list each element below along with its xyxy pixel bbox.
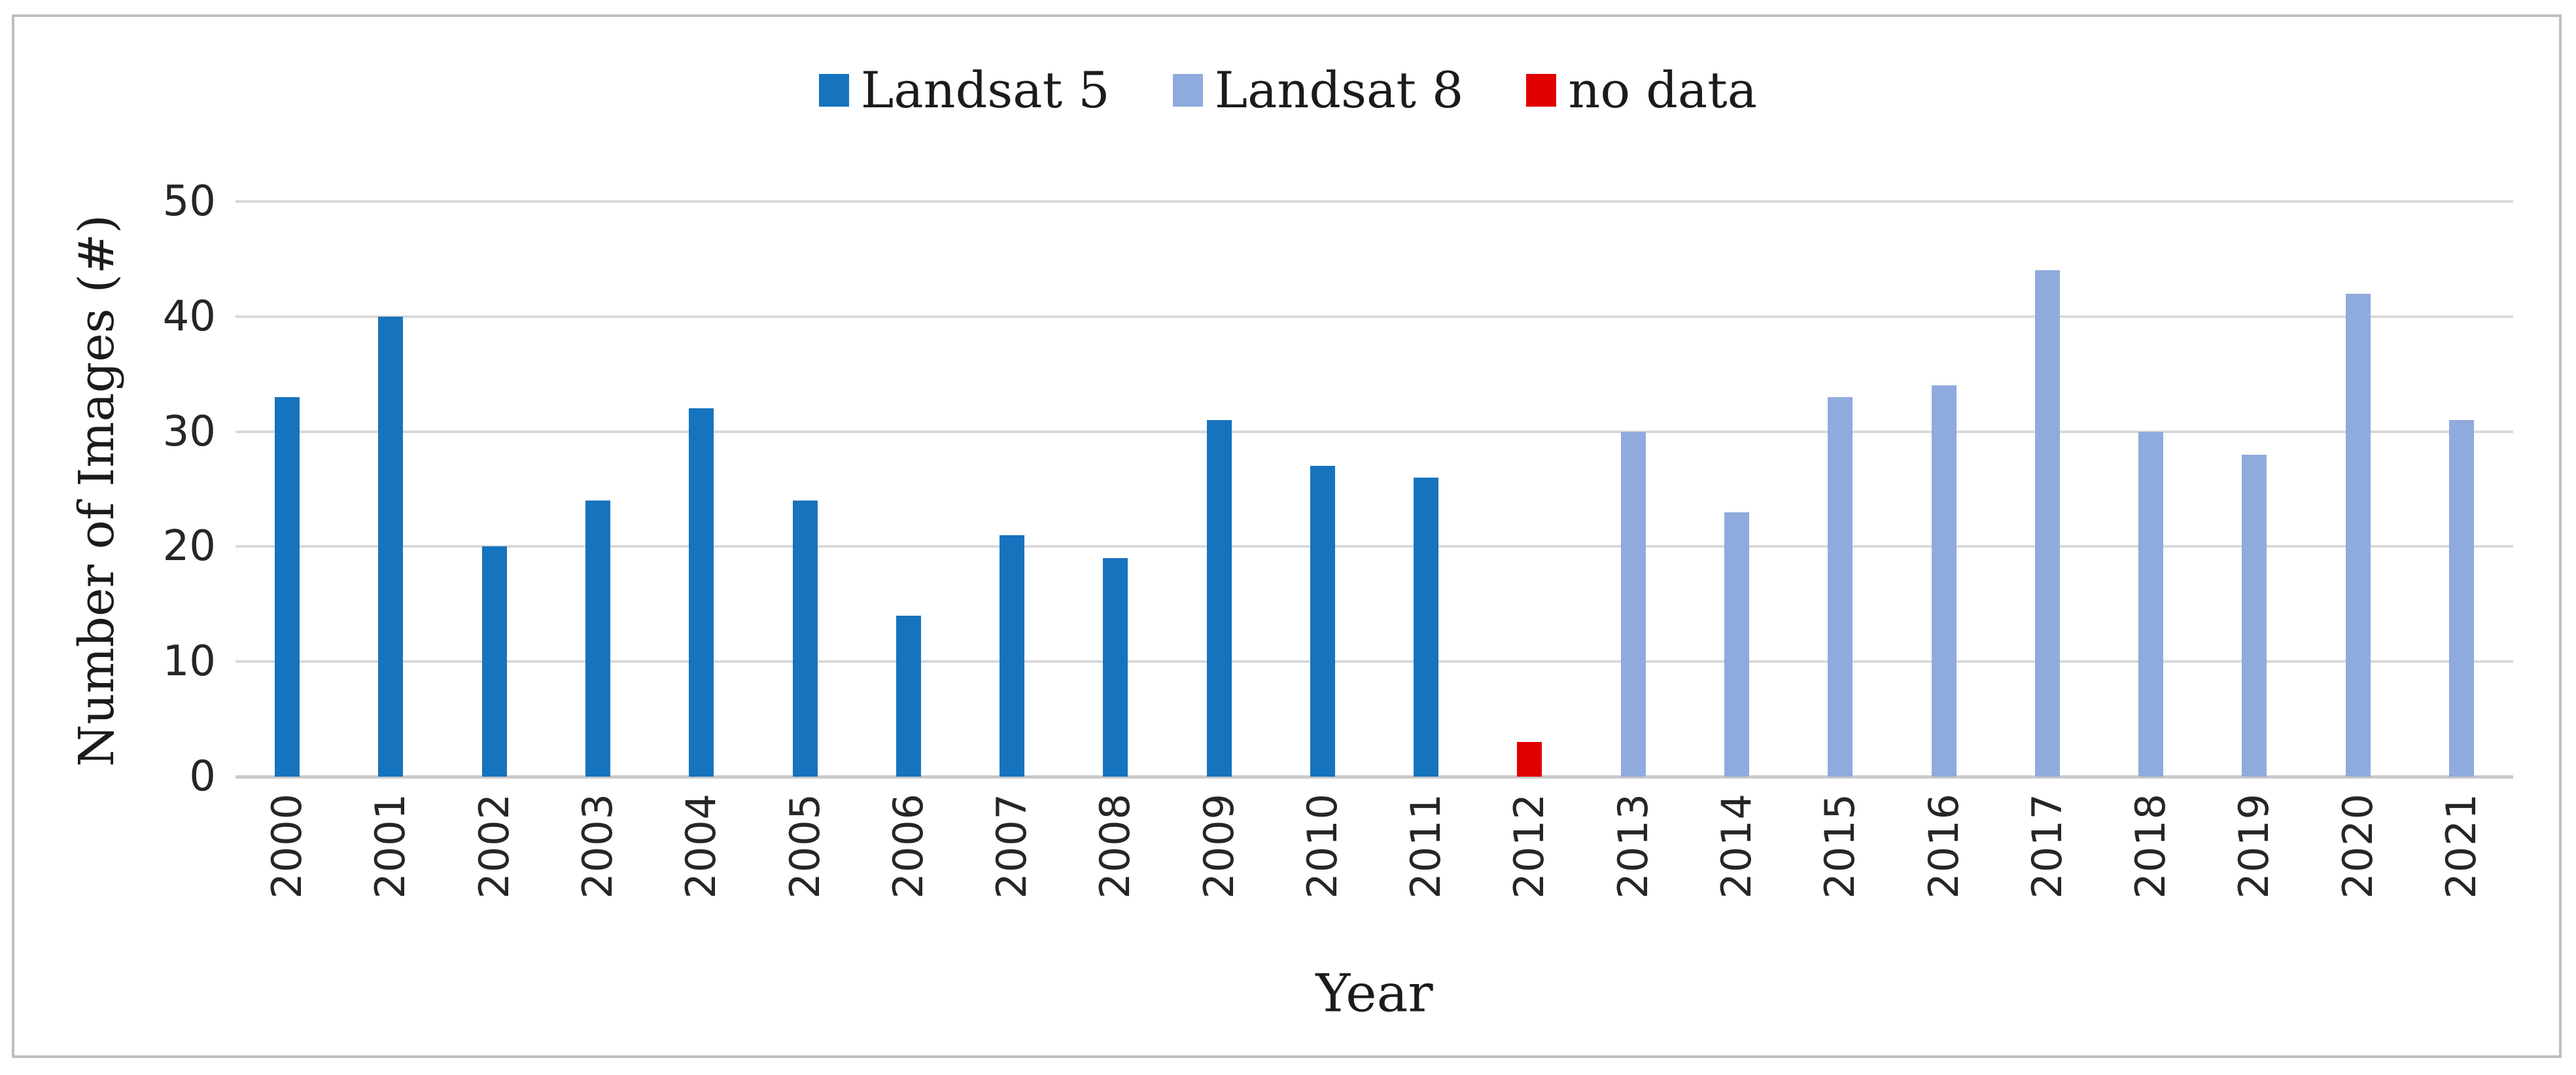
- x-tick-2017: 2017: [2018, 793, 2077, 911]
- bar-2016: [1931, 385, 1957, 777]
- x-tick-2006: 2006: [879, 793, 938, 911]
- bar-2019: [2242, 454, 2267, 777]
- x-tick-2005: 2005: [776, 793, 835, 911]
- x-tick-label-2007: 2007: [988, 793, 1036, 899]
- y-tick-label-30: 30: [162, 407, 216, 456]
- bar-2007: [1000, 535, 1025, 777]
- x-tick-2011: 2011: [1397, 793, 1455, 911]
- chart-legend: Landsat 5 Landsat 8 no data: [0, 56, 2576, 124]
- legend-item-landsat8: Landsat 8: [1172, 61, 1464, 119]
- legend-swatch-nodata-icon: [1526, 74, 1557, 107]
- x-tick-label-2016: 2016: [1919, 793, 1968, 899]
- x-axis-line: [235, 775, 2513, 779]
- legend-swatch-landsat8-icon: [1172, 74, 1203, 107]
- bar-2009: [1206, 420, 1232, 777]
- x-tick-2009: 2009: [1190, 793, 1249, 911]
- x-axis-title: Year: [1315, 962, 1433, 1024]
- x-tick-label-2012: 2012: [1505, 793, 1554, 899]
- bar-2012: [1517, 742, 1542, 777]
- x-tick-label-2000: 2000: [263, 793, 311, 899]
- x-tick-label-2009: 2009: [1194, 793, 1243, 899]
- legend-label-nodata: no data: [1568, 61, 1758, 119]
- y-tick-label-40: 40: [162, 292, 216, 341]
- x-tick-2014: 2014: [1707, 793, 1766, 911]
- legend-swatch-landsat5-icon: [818, 74, 849, 107]
- y-tick-label-0: 0: [189, 752, 216, 801]
- gridline-50: [235, 200, 2513, 203]
- bar-2011: [1414, 477, 1439, 777]
- x-tick-2007: 2007: [983, 793, 1041, 911]
- bar-2006: [896, 615, 921, 777]
- x-tick-2013: 2013: [1604, 793, 1663, 911]
- x-tick-2018: 2018: [2121, 793, 2180, 911]
- x-tick-label-2006: 2006: [884, 793, 932, 899]
- x-tick-label-2003: 2003: [573, 793, 621, 899]
- bar-2000: [275, 397, 300, 777]
- x-tick-label-2019: 2019: [2230, 793, 2278, 899]
- legend-label-landsat5: Landsat 5: [860, 61, 1110, 119]
- x-tick-label-2001: 2001: [366, 793, 415, 899]
- x-tick-2016: 2016: [1915, 793, 1974, 911]
- gridline-10: [235, 660, 2513, 663]
- y-tick-label-50: 50: [162, 177, 216, 226]
- bar-2017: [2034, 270, 2060, 777]
- x-tick-label-2015: 2015: [1816, 793, 1864, 899]
- x-tick-label-2005: 2005: [780, 793, 829, 899]
- legend-item-nodata: no data: [1526, 65, 1757, 115]
- x-tick-label-2008: 2008: [1091, 793, 1140, 899]
- bar-2013: [1620, 431, 1646, 777]
- x-tick-label-2017: 2017: [2023, 793, 2071, 899]
- x-tick-2001: 2001: [361, 793, 420, 911]
- x-tick-label-2004: 2004: [677, 793, 725, 899]
- x-tick-2004: 2004: [672, 793, 731, 911]
- x-tick-2003: 2003: [568, 793, 627, 911]
- gridline-40: [235, 315, 2513, 318]
- x-tick-2020: 2020: [2329, 793, 2388, 911]
- bar-2015: [1828, 397, 1853, 777]
- gridline-30: [235, 430, 2513, 433]
- bar-2005: [792, 501, 818, 777]
- legend-item-landsat5: Landsat 5: [818, 61, 1110, 119]
- bar-2003: [585, 501, 610, 777]
- bar-2001: [378, 316, 404, 777]
- y-tick-label-10: 10: [162, 637, 216, 686]
- x-tick-label-2010: 2010: [1298, 793, 1346, 899]
- x-tick-label-2013: 2013: [1609, 793, 1657, 899]
- bar-2002: [481, 546, 507, 777]
- plot-area: [235, 200, 2513, 779]
- chart-frame-border: [12, 14, 2562, 1058]
- x-tick-label-2011: 2011: [1402, 793, 1450, 899]
- x-tick-2021: 2021: [2432, 793, 2491, 911]
- x-tick-2008: 2008: [1086, 793, 1145, 911]
- bar-2021: [2448, 420, 2474, 777]
- x-tick-2019: 2019: [2225, 793, 2284, 911]
- y-tick-label-20: 20: [162, 522, 216, 571]
- gridline-20: [235, 545, 2513, 548]
- x-tick-label-2021: 2021: [2437, 793, 2485, 899]
- bar-2010: [1310, 466, 1335, 777]
- x-tick-2012: 2012: [1500, 793, 1559, 911]
- x-tick-label-2018: 2018: [2127, 793, 2175, 899]
- bar-2020: [2345, 293, 2371, 777]
- x-tick-label-2020: 2020: [2333, 793, 2382, 899]
- x-tick-label-2002: 2002: [470, 793, 518, 899]
- x-tick-2002: 2002: [465, 793, 524, 911]
- x-tick-2015: 2015: [1811, 793, 1870, 911]
- bar-2004: [689, 408, 714, 777]
- x-tick-2010: 2010: [1293, 793, 1352, 911]
- x-tick-2000: 2000: [258, 793, 317, 911]
- legend-label-landsat8: Landsat 8: [1214, 61, 1464, 119]
- bar-2018: [2138, 431, 2164, 777]
- x-tick-label-2014: 2014: [1712, 793, 1760, 899]
- bar-2014: [1724, 512, 1749, 777]
- bar-2008: [1103, 557, 1128, 777]
